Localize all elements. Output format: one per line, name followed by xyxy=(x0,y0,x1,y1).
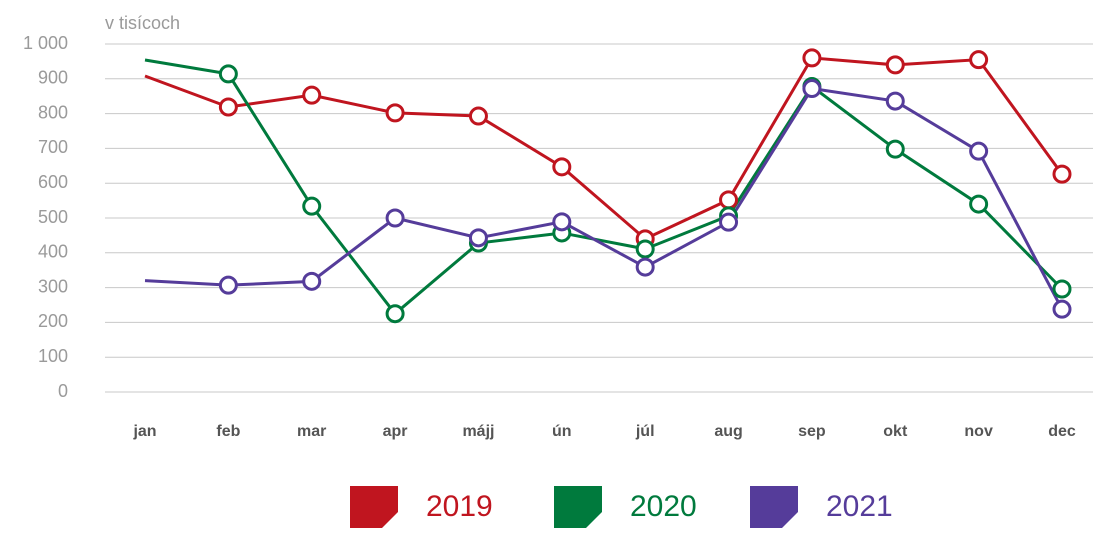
x-tick-label: nov xyxy=(964,423,993,440)
data-point xyxy=(552,212,572,232)
data-point xyxy=(719,190,739,210)
data-point xyxy=(635,257,655,277)
data-point xyxy=(885,55,905,75)
x-tick-label: júl xyxy=(635,423,655,440)
data-point xyxy=(1052,299,1072,319)
y-tick-label: 0 xyxy=(58,381,68,401)
data-point xyxy=(885,139,905,159)
data-point xyxy=(552,157,572,177)
x-tick-label: feb xyxy=(216,423,240,440)
y-tick-label: 600 xyxy=(38,172,68,192)
data-point xyxy=(802,48,822,68)
data-point xyxy=(885,91,905,111)
x-tick-label: okt xyxy=(883,423,908,440)
x-tick-label: sep xyxy=(798,423,826,440)
legend-swatch xyxy=(750,486,798,528)
data-point xyxy=(302,271,322,291)
x-tick-label: dec xyxy=(1048,423,1076,440)
data-point xyxy=(802,79,822,99)
y-tick-label: 300 xyxy=(38,276,68,296)
legend-swatch xyxy=(350,486,398,528)
series-line xyxy=(144,56,1064,241)
data-point xyxy=(218,97,238,117)
x-tick-label: mar xyxy=(297,423,326,440)
data-point xyxy=(302,85,322,105)
y-axis-label: v tisícoch xyxy=(105,13,180,33)
data-point xyxy=(1052,279,1072,299)
data-point xyxy=(719,212,739,232)
data-point xyxy=(1052,164,1072,184)
data-point xyxy=(218,275,238,295)
series-line xyxy=(144,58,1064,316)
data-point xyxy=(969,141,989,161)
data-point xyxy=(969,194,989,214)
data-point xyxy=(218,64,238,84)
y-tick-label: 800 xyxy=(38,102,68,122)
data-point xyxy=(385,103,405,123)
legend-swatch xyxy=(554,486,602,528)
y-tick-label: 700 xyxy=(38,137,68,157)
x-tick-label: ún xyxy=(552,423,572,440)
y-tick-label: 200 xyxy=(38,311,68,331)
x-tick-label: májj xyxy=(462,423,494,440)
legend-label: 2021 xyxy=(826,490,893,523)
x-tick-label: aug xyxy=(714,423,742,440)
y-tick-label: 100 xyxy=(38,346,68,366)
y-tick-label: 500 xyxy=(38,207,68,227)
data-point xyxy=(385,304,405,324)
data-point xyxy=(969,50,989,70)
y-tick-label: 1 000 xyxy=(23,33,68,53)
legend-label: 2020 xyxy=(630,490,697,523)
y-tick-label: 400 xyxy=(38,242,68,262)
legend-label: 2019 xyxy=(426,490,493,523)
data-point xyxy=(468,106,488,126)
x-tick-label: apr xyxy=(383,423,408,440)
data-point xyxy=(635,239,655,259)
data-point xyxy=(385,208,405,228)
y-tick-label: 900 xyxy=(38,68,68,88)
series-line xyxy=(144,86,1064,310)
data-point xyxy=(302,196,322,216)
data-point xyxy=(468,228,488,248)
x-tick-label: jan xyxy=(132,423,156,440)
